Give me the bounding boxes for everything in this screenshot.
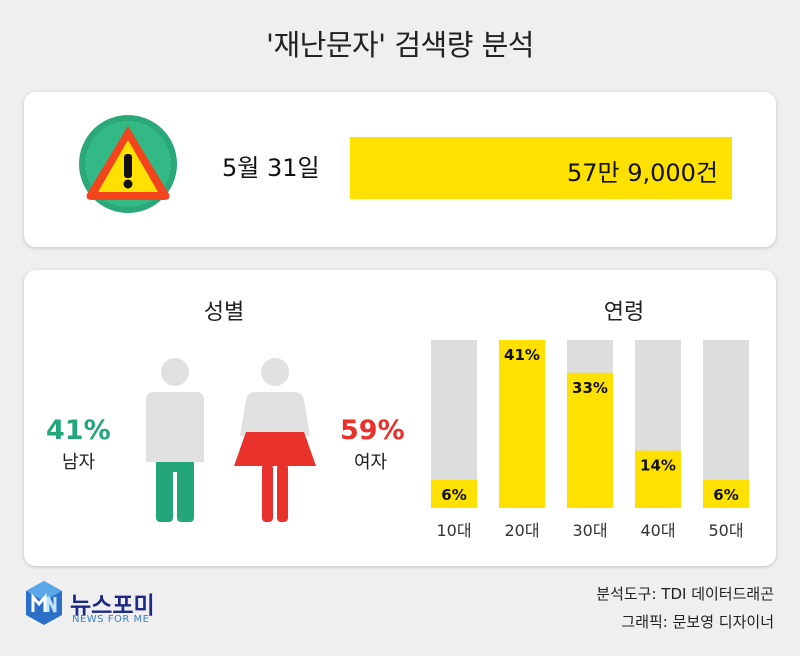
age-category-label-2: 30대: [572, 521, 607, 540]
newsforme-logo-icon: [26, 581, 62, 625]
age-category-label-0: 10대: [436, 521, 471, 540]
age-value-label-0: 6%: [441, 486, 466, 504]
age-bar-chart: 6% 10대 41% 20대 33% 30대 14% 40대 6% 50대: [431, 340, 749, 540]
page-title: '재난문자' 검색량 분석: [265, 28, 535, 62]
age-value-label-2: 33%: [572, 379, 608, 397]
age-category-label-1: 20대: [504, 521, 539, 540]
age-value-label-3: 14%: [640, 457, 676, 475]
female-label: 여자: [354, 452, 388, 473]
age-bar-4: [703, 480, 749, 508]
age-value-label-4: 6%: [713, 486, 738, 504]
total-count: 57만 9,000건: [566, 159, 718, 187]
logo-subtitle: NEWS FOR ME: [72, 614, 150, 625]
age-category-label-3: 40대: [640, 521, 675, 540]
warning-icon: [78, 114, 178, 214]
age-title: 연령: [603, 300, 645, 325]
age-bar-1: [499, 340, 545, 508]
female-figure: [234, 358, 316, 522]
total-bar: 57만 9,000건: [350, 137, 732, 199]
age-bar-0: [431, 480, 477, 508]
male-percent: 41%: [46, 415, 111, 446]
gender-title: 성별: [203, 300, 245, 325]
summary-card: 5월 31일 57만 9,000건: [24, 92, 776, 247]
credit-graphic: 그래픽: 문보영 디자이너: [621, 613, 774, 631]
male-label: 남자: [62, 452, 96, 473]
date-label: 5월 31일: [222, 154, 320, 182]
age-bar-3: [635, 450, 681, 508]
age-category-label-4: 50대: [708, 521, 743, 540]
credit-tool: 분석도구: TDI 데이터드래곤: [596, 585, 774, 603]
breakdown-card: 성별 연령 41% 남자 59% 여자 6% 10대 41% 20대 33% 30대 14%…: [24, 270, 776, 566]
age-value-label-1: 41%: [504, 346, 540, 364]
female-percent: 59%: [340, 415, 405, 446]
age-bar-2: [567, 372, 613, 508]
male-figure: [146, 358, 204, 522]
logo-name: 뉴스포미: [70, 593, 155, 619]
